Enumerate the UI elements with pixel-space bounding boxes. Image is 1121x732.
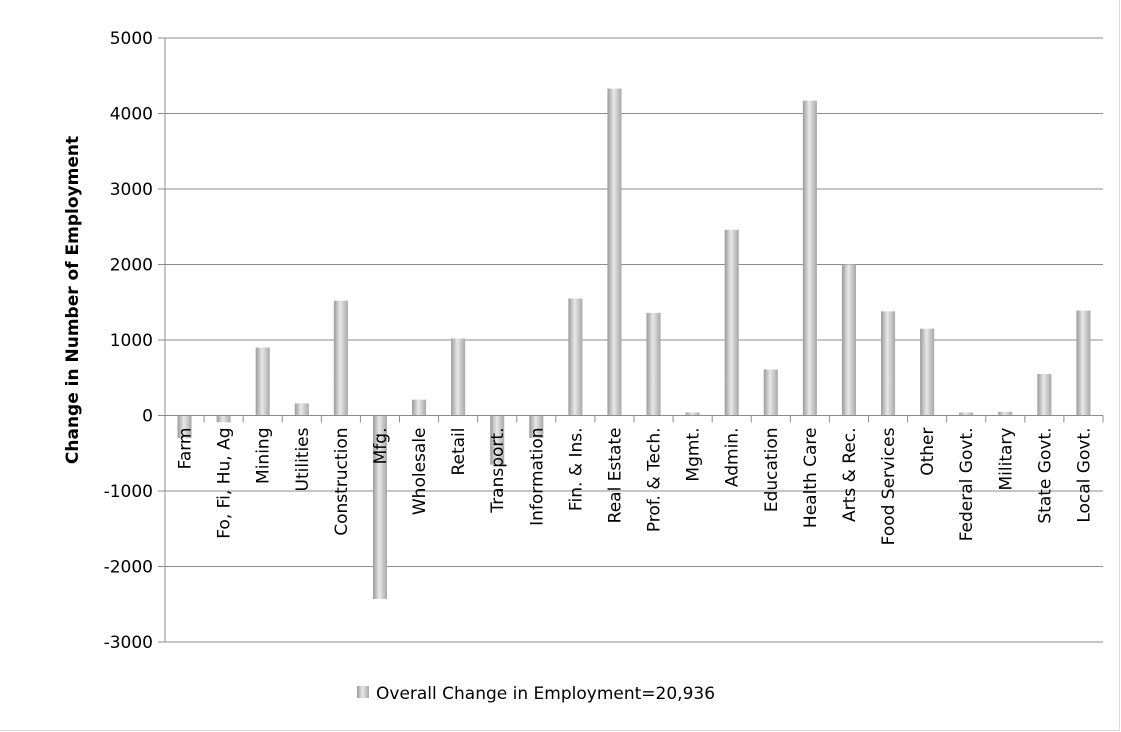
x-tick-label: Retail	[449, 428, 469, 476]
gridlines	[158, 37, 1103, 643]
bar	[763, 369, 778, 416]
bars	[177, 88, 1091, 599]
axes	[164, 38, 1104, 642]
legend-swatch	[357, 686, 369, 698]
bar	[529, 415, 544, 439]
y-tick-label: 2000	[110, 256, 153, 276]
bar	[255, 347, 270, 416]
bar	[841, 264, 856, 416]
bar	[959, 412, 974, 416]
x-tick-label: State Govt.	[1035, 428, 1055, 524]
bar	[998, 411, 1013, 416]
bar	[1037, 373, 1052, 416]
bar	[685, 412, 700, 416]
x-tick-label: Construction	[332, 428, 352, 536]
y-tick-labels: -3000 -2000 -1000 0 1000 2000 3000 4000 5000	[104, 29, 153, 653]
bar	[607, 88, 622, 416]
x-tick-label: Transport.	[488, 428, 508, 514]
bar	[451, 338, 466, 416]
x-tick-label: Other	[918, 428, 938, 476]
x-tick-label: Prof. & Tech.	[645, 428, 665, 533]
y-tick-label: 4000	[110, 105, 153, 125]
legend-label: Overall Change in Employment=20,936	[376, 684, 715, 704]
x-tick-label: Mgmt.	[684, 428, 704, 482]
x-tick-label: Real Estate	[605, 428, 625, 524]
bar	[802, 100, 817, 416]
x-tick-label: Federal Govt.	[957, 428, 977, 542]
bar	[372, 415, 387, 599]
x-tick-label: Food Services	[879, 427, 899, 545]
y-tick-label: 3000	[110, 180, 153, 200]
bar	[724, 229, 739, 416]
y-tick-label: 1000	[110, 331, 153, 351]
x-tick-label: Fin. & Ins.	[566, 428, 586, 512]
x-tick-label: Wholesale	[410, 428, 430, 516]
bar	[646, 312, 661, 416]
bar	[412, 399, 427, 416]
bar	[333, 300, 348, 416]
x-tick-label: Local Govt.	[1074, 428, 1094, 523]
bar	[568, 298, 583, 416]
x-tick-label: Mining	[254, 428, 274, 484]
bar	[1076, 310, 1091, 416]
y-tick-label: -1000	[104, 482, 153, 502]
x-tick-label: Military	[996, 428, 1016, 491]
x-tick-label: Mfg.	[371, 428, 391, 465]
x-tick-label: Health Care	[801, 428, 821, 529]
bar	[920, 328, 935, 416]
bar	[177, 415, 192, 439]
y-tick-label: 5000	[110, 29, 153, 49]
y-axis-title: Change in Number of Employment	[63, 136, 83, 464]
y-tick-label: 0	[142, 407, 153, 427]
legend: Overall Change in Employment=20,936	[357, 684, 715, 704]
y-tick-label: -3000	[104, 633, 153, 653]
x-tick-labels: Farm Fo, Fi, Hu, Ag Mining Utilities Constru…	[176, 427, 1095, 545]
x-tick-label: Fo, Fi, Hu, Ag	[215, 428, 235, 539]
x-tick-label: Utilities	[293, 427, 313, 491]
bar	[216, 415, 231, 423]
x-tick-label: Information	[527, 428, 547, 526]
x-tick-label: Farm	[176, 428, 196, 470]
bar	[490, 415, 505, 465]
y-tick-label: -2000	[104, 558, 153, 578]
x-tick-label: Arts & Rec.	[840, 428, 860, 522]
bar	[294, 403, 309, 416]
x-tick-label: Education	[762, 428, 782, 513]
bar	[881, 311, 896, 416]
x-tick-label: Admin.	[723, 428, 743, 488]
